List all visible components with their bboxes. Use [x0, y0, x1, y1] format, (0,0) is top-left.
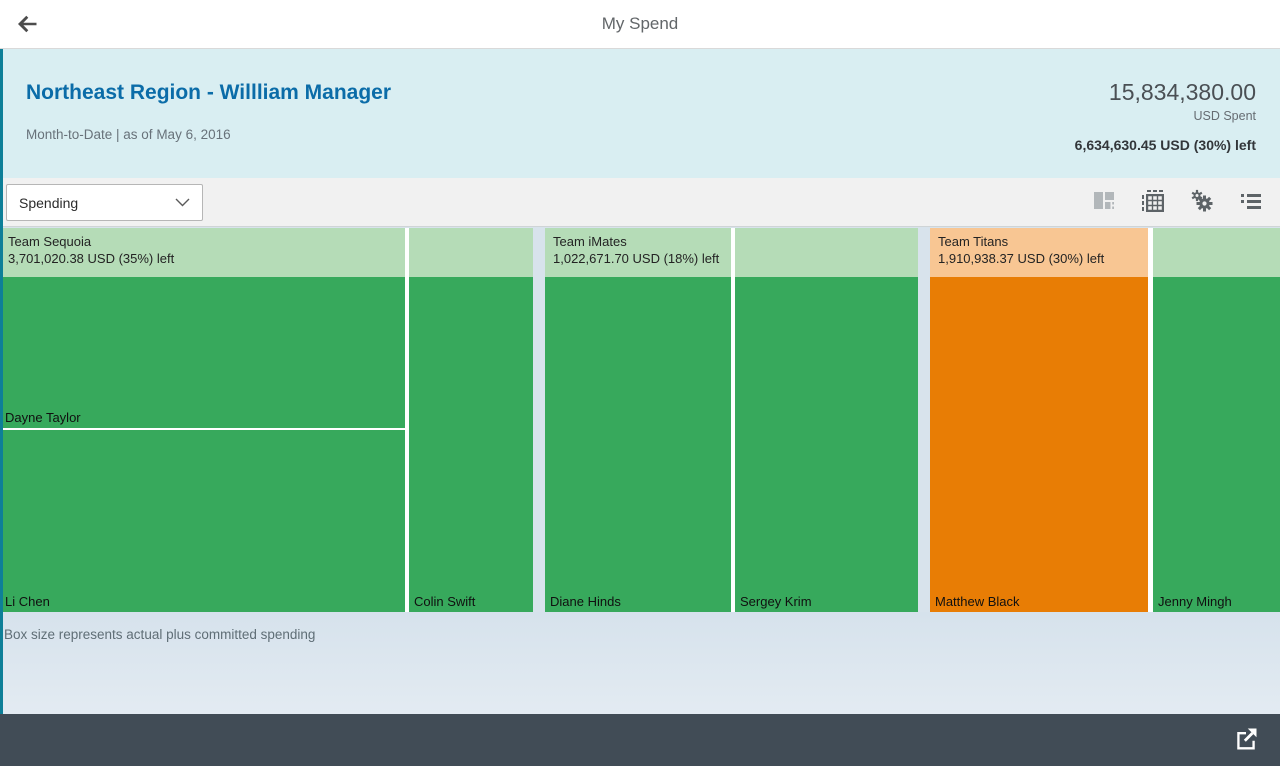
team-remaining: 3,701,020.38 USD (35%) left [8, 251, 175, 266]
report-period: Month-to-Date | as of May 6, 2016 [26, 127, 231, 142]
team-imates-header-cont[interactable] [735, 228, 918, 277]
team-4-column: Jenny Mingh [1153, 228, 1280, 612]
treemap-cell-jenny-mingh[interactable]: Jenny Mingh [1153, 277, 1280, 612]
team-remaining: 1,022,671.70 USD (18%) left [553, 251, 720, 266]
team-sequoia-header-cont[interactable] [409, 228, 533, 277]
team-name: Team Titans [938, 234, 1009, 249]
spending-treemap: Team Sequoia 3,701,020.38 USD (35%) left… [0, 227, 1280, 612]
settings-button[interactable] [1181, 183, 1223, 221]
cell-label: Dayne Taylor [5, 410, 81, 425]
toolbar-icon-group [1076, 183, 1272, 221]
back-arrow-icon [15, 12, 39, 39]
team-4-header[interactable] [1153, 228, 1280, 277]
kpi-left: Northeast Region - Willliam Manager Mont… [26, 49, 391, 142]
team-sequoia-header[interactable]: Team Sequoia 3,701,020.38 USD (35%) left [0, 228, 405, 277]
footnote-area: Box size represents actual plus committe… [0, 612, 1280, 714]
column-divider [731, 228, 735, 612]
team-sequoia-column-1: Team Sequoia 3,701,020.38 USD (35%) left… [0, 228, 405, 612]
team-sequoia-column-2: Colin Swift [409, 228, 533, 612]
treemap-cell-dayne-taylor[interactable]: Dayne Taylor [0, 277, 405, 428]
team-imates-header[interactable]: Team iMates 1,022,671.70 USD (18%) left [545, 228, 731, 277]
report-title: Northeast Region - Willliam Manager [26, 81, 392, 104]
kpi-right: 15,834,380.00 USD Spent 6,634,630.45 USD… [1075, 49, 1256, 153]
share-button[interactable] [1226, 720, 1266, 760]
cell-label: Sergey Krim [740, 594, 812, 609]
team-remaining: 1,910,938.37 USD (30%) left [938, 251, 1105, 266]
back-button[interactable] [12, 11, 42, 39]
kpi-header: Northeast Region - Willliam Manager Mont… [0, 49, 1280, 178]
legend-button[interactable] [1230, 183, 1272, 221]
treemap-cell-matthew-black[interactable]: Matthew Black [930, 277, 1148, 612]
cell-divider [0, 428, 405, 430]
chevron-down-icon [175, 194, 190, 212]
column-divider [1148, 228, 1153, 612]
measure-select[interactable]: Spending [6, 184, 203, 221]
team-imates-column-1: Team iMates 1,022,671.70 USD (18%) left … [545, 228, 731, 612]
app-bar: My Spend [0, 0, 1280, 49]
footer-bar [0, 714, 1280, 766]
treemap-view-icon [1092, 189, 1116, 216]
settings-gears-icon [1190, 189, 1214, 216]
team-titans-column: Team Titans 1,910,938.37 USD (30%) left … [930, 228, 1148, 612]
cell-label: Jenny Mingh [1158, 594, 1232, 609]
table-view-button[interactable] [1132, 183, 1174, 221]
treemap-view-button[interactable] [1083, 183, 1125, 221]
column-divider [405, 228, 409, 612]
total-spent-value: 15,834,380.00 [1108, 79, 1256, 105]
chart-toolbar: Spending [0, 178, 1280, 227]
team-name: Team iMates [553, 234, 627, 249]
treemap-cell-sergey-krim[interactable]: Sergey Krim [735, 277, 918, 612]
table-view-icon [1141, 189, 1165, 216]
team-sequoia-cells: Dayne Taylor Li Chen [0, 277, 405, 612]
treemap-cell-colin-swift[interactable]: Colin Swift [409, 277, 533, 612]
cell-label: Colin Swift [414, 594, 476, 609]
team-titans-header[interactable]: Team Titans 1,910,938.37 USD (30%) left [930, 228, 1148, 277]
measure-select-value: Spending [19, 194, 79, 211]
page-title: My Spend [601, 14, 679, 33]
total-remaining-value: 6,634,630.45 USD (30%) left [1074, 137, 1256, 153]
team-name: Team Sequoia [8, 234, 92, 249]
treemap-cell-diane-hinds[interactable]: Diane Hinds [545, 277, 731, 612]
cell-label: Diane Hinds [550, 594, 621, 609]
share-icon [1232, 725, 1260, 756]
cell-label: Matthew Black [935, 594, 1020, 609]
cell-label: Li Chen [5, 594, 50, 609]
legend-list-icon [1239, 189, 1263, 216]
total-spent-label: USD Spent [1193, 109, 1256, 123]
treemap-cell-li-chen[interactable]: Li Chen [0, 430, 405, 612]
left-accent-strip [0, 49, 3, 714]
chart-footnote: Box size represents actual plus committe… [4, 627, 316, 642]
team-imates-column-2: Sergey Krim [735, 228, 918, 612]
